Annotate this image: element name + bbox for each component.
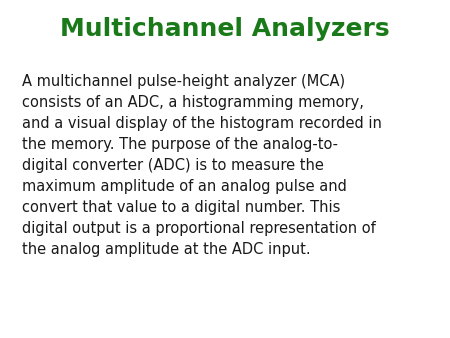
Text: A multichannel pulse-height analyzer (MCA)
consists of an ADC, a histogramming m: A multichannel pulse-height analyzer (MC… <box>22 74 382 257</box>
Text: Multichannel Analyzers: Multichannel Analyzers <box>60 17 390 41</box>
